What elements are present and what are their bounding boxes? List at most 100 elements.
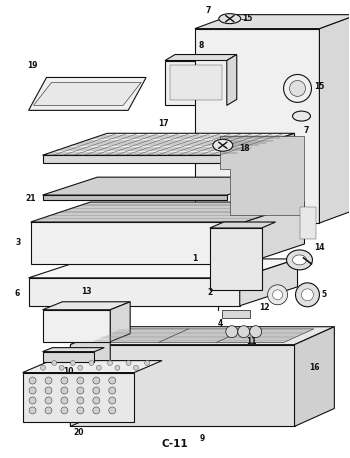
- Polygon shape: [70, 327, 110, 426]
- Circle shape: [126, 360, 131, 365]
- Polygon shape: [23, 372, 134, 422]
- Text: 14: 14: [314, 244, 325, 252]
- Text: 4: 4: [217, 319, 223, 328]
- Text: 12: 12: [259, 303, 270, 312]
- Circle shape: [61, 387, 68, 394]
- Polygon shape: [30, 202, 304, 222]
- Polygon shape: [220, 136, 304, 215]
- Polygon shape: [165, 55, 237, 60]
- Text: 21: 21: [25, 194, 36, 202]
- Text: 15: 15: [314, 82, 324, 91]
- Polygon shape: [294, 327, 334, 426]
- Polygon shape: [43, 352, 94, 362]
- Text: 1: 1: [192, 254, 197, 263]
- Circle shape: [45, 397, 52, 404]
- Circle shape: [70, 360, 75, 365]
- Circle shape: [29, 397, 36, 404]
- Circle shape: [45, 377, 52, 384]
- Ellipse shape: [213, 139, 233, 151]
- Circle shape: [289, 81, 306, 96]
- Polygon shape: [29, 77, 146, 110]
- Polygon shape: [91, 329, 314, 343]
- Polygon shape: [23, 360, 162, 372]
- Circle shape: [238, 326, 250, 338]
- Circle shape: [107, 360, 112, 365]
- Polygon shape: [195, 28, 320, 223]
- Circle shape: [59, 365, 64, 370]
- Circle shape: [93, 387, 100, 394]
- Polygon shape: [210, 228, 262, 290]
- Circle shape: [284, 75, 312, 103]
- Text: 20: 20: [73, 428, 84, 437]
- Ellipse shape: [219, 14, 241, 24]
- Circle shape: [109, 377, 116, 384]
- Circle shape: [61, 407, 68, 414]
- Circle shape: [134, 365, 139, 370]
- Circle shape: [77, 407, 84, 414]
- Polygon shape: [34, 82, 141, 105]
- Polygon shape: [43, 133, 294, 155]
- Circle shape: [145, 360, 150, 365]
- Text: 9: 9: [199, 434, 204, 443]
- Text: 7: 7: [205, 6, 211, 15]
- Polygon shape: [29, 278, 240, 306]
- Polygon shape: [227, 55, 237, 105]
- Text: 18: 18: [239, 144, 250, 153]
- Ellipse shape: [293, 255, 307, 265]
- Circle shape: [77, 387, 84, 394]
- Circle shape: [45, 407, 52, 414]
- Circle shape: [93, 407, 100, 414]
- Circle shape: [109, 387, 116, 394]
- Circle shape: [78, 365, 83, 370]
- Text: 11: 11: [246, 337, 257, 346]
- Circle shape: [226, 326, 238, 338]
- Circle shape: [41, 365, 46, 370]
- Text: 17: 17: [158, 119, 168, 128]
- Circle shape: [109, 407, 116, 414]
- Circle shape: [61, 377, 68, 384]
- Polygon shape: [320, 15, 350, 223]
- Polygon shape: [29, 259, 298, 278]
- Circle shape: [273, 290, 282, 300]
- Polygon shape: [210, 222, 275, 228]
- Text: 3: 3: [16, 239, 21, 247]
- Text: 5: 5: [322, 290, 327, 299]
- Text: 7: 7: [304, 125, 309, 135]
- Circle shape: [301, 289, 314, 301]
- Circle shape: [295, 283, 320, 307]
- Circle shape: [250, 326, 262, 338]
- Polygon shape: [70, 345, 294, 426]
- Circle shape: [52, 360, 57, 365]
- Circle shape: [29, 387, 36, 394]
- Ellipse shape: [293, 111, 310, 121]
- Circle shape: [96, 365, 102, 370]
- Polygon shape: [43, 310, 110, 342]
- Text: 19: 19: [27, 61, 38, 70]
- Polygon shape: [165, 60, 227, 105]
- Text: 15: 15: [243, 14, 253, 23]
- Polygon shape: [195, 15, 350, 28]
- Polygon shape: [170, 65, 222, 100]
- Polygon shape: [70, 327, 334, 345]
- Polygon shape: [43, 155, 230, 163]
- Circle shape: [29, 407, 36, 414]
- Polygon shape: [43, 348, 104, 352]
- Circle shape: [29, 377, 36, 384]
- Text: 16: 16: [309, 363, 320, 372]
- Text: 8: 8: [198, 41, 204, 50]
- Text: 13: 13: [81, 287, 92, 296]
- Circle shape: [93, 397, 100, 404]
- Circle shape: [89, 360, 94, 365]
- Polygon shape: [230, 133, 294, 163]
- Polygon shape: [30, 222, 245, 264]
- Circle shape: [93, 377, 100, 384]
- Polygon shape: [300, 207, 316, 239]
- Polygon shape: [43, 302, 130, 310]
- Polygon shape: [43, 177, 282, 195]
- Polygon shape: [43, 195, 227, 200]
- Circle shape: [115, 365, 120, 370]
- Polygon shape: [240, 259, 298, 306]
- Circle shape: [77, 397, 84, 404]
- Circle shape: [109, 397, 116, 404]
- Circle shape: [268, 285, 288, 305]
